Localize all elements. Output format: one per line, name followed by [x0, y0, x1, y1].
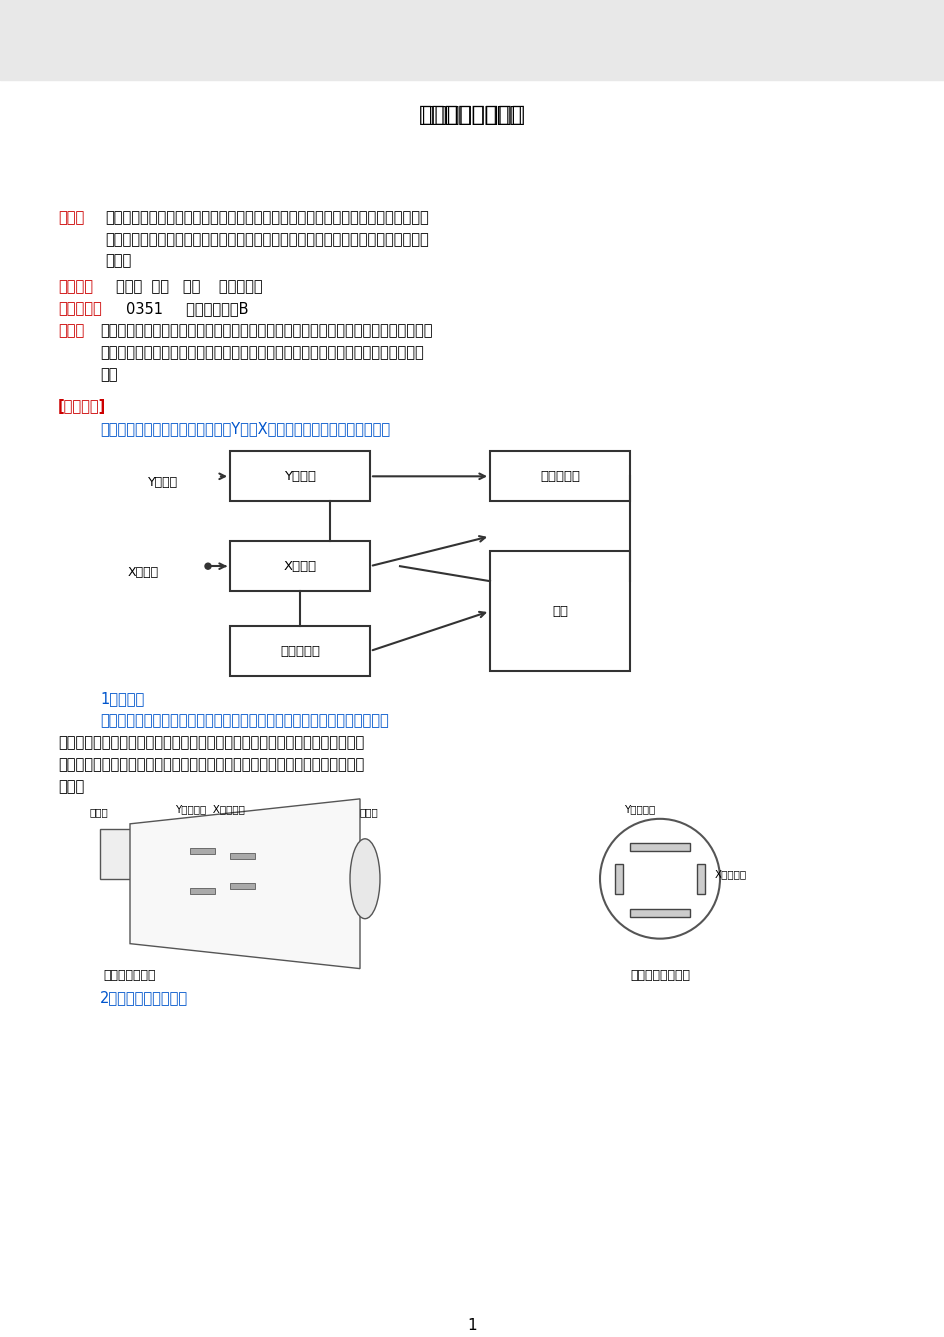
Circle shape	[599, 818, 719, 939]
Text: X轴输入: X轴输入	[127, 566, 159, 579]
Bar	[190, 888, 215, 893]
Bar	[229, 626, 370, 677]
Text: 中图分号：: 中图分号：	[58, 302, 102, 317]
Bar	[490, 452, 630, 501]
Polygon shape	[130, 798, 360, 968]
Text: [实验原理]: [实验原理]	[58, 400, 106, 414]
Text: 示波器由示波管、扫描同步系统、Y轴和X轴放大系统和电源四部分组成，: 示波器由示波管、扫描同步系统、Y轴和X轴放大系统和电源四部分组成，	[100, 421, 390, 436]
Bar	[229, 452, 370, 501]
Text: Y轴输入: Y轴输入	[148, 476, 177, 489]
Text: Y轴偏转板: Y轴偏转板	[624, 804, 655, 814]
Circle shape	[205, 563, 211, 570]
Bar	[0, 0, 944, 80]
Text: 示波器的使用探究: 示波器的使用探究	[422, 104, 521, 124]
Text: 正比。: 正比。	[58, 779, 84, 794]
Text: 引言：: 引言：	[58, 324, 84, 338]
Bar	[630, 842, 689, 850]
Text: 电子枪: 电子枪	[90, 806, 109, 817]
Text: 0351     文献标识码：B: 0351 文献标识码：B	[126, 302, 248, 317]
Text: 了解示波器显示波形的原理，了解示波器各主要组成部分及它们之间的联系和配合；: 了解示波器显示波形的原理，了解示波器各主要组成部分及它们之间的联系和配合；	[105, 210, 429, 225]
Text: 图形。: 图形。	[105, 254, 131, 269]
Bar	[100, 829, 140, 878]
Text: 熟悉使用示波器的基本方法，学会用示波器测量波形的电压幅度和频率；观察李萨如: 熟悉使用示波器的基本方法，学会用示波器测量波形的电压幅度和频率；观察李萨如	[105, 231, 429, 246]
Text: 电源: 电源	[551, 604, 567, 618]
Text: 示波器的使用探究: 示波器的使用探究	[418, 104, 525, 124]
Text: 1: 1	[466, 1318, 477, 1333]
Text: 扫描和整步: 扫描和整步	[279, 644, 320, 658]
Text: 1、示波管: 1、示波管	[100, 691, 144, 706]
Text: 电子示波管: 电子示波管	[539, 469, 580, 483]
Ellipse shape	[349, 838, 379, 919]
Text: 示波器能把抽象的看不见的周期性信号或瞬变过程，在荧光屏上描绘成具体的图像波: 示波器能把抽象的看不见的周期性信号或瞬变过程，在荧光屏上描绘成具体的图像波	[100, 345, 423, 361]
Text: X轴偏转板: X轴偏转板	[715, 869, 747, 878]
Text: 摘要：: 摘要：	[58, 210, 84, 225]
Bar	[229, 882, 255, 889]
Bar	[229, 853, 255, 858]
Bar	[697, 864, 704, 893]
Text: 如图所示，左端为一电子枪，电子枪加热后发出一束电子，电子经电场加速: 如图所示，左端为一电子枪，电子枪加热后发出一束电子，电子经电场加速	[100, 713, 388, 727]
Text: 的作用下，位置也随之改变。在一定范围内，亮点的位移与偏转板上所加电压成: 的作用下，位置也随之改变。在一定范围内，亮点的位移与偏转板上所加电压成	[58, 757, 363, 771]
Text: 荧光屏: 荧光屏	[360, 806, 379, 817]
Bar	[190, 848, 215, 854]
Text: 示波管内的偏转板: 示波管内的偏转板	[630, 968, 689, 981]
Text: 形。: 形。	[100, 368, 117, 382]
Bar	[615, 864, 622, 893]
Text: X轴放大: X轴放大	[283, 560, 316, 572]
Text: 2、扫描与同步的作用: 2、扫描与同步的作用	[100, 991, 188, 1005]
Bar	[630, 909, 689, 917]
Text: 以高速打在右端的荧光屏上，屏上的荧光物发光形成一亮点。亮点在偏转板电压: 以高速打在右端的荧光屏上，屏上的荧光物发光形成一亮点。亮点在偏转板电压	[58, 735, 363, 750]
Bar	[490, 551, 630, 671]
Text: Y轴偏转板  X轴偏转板: Y轴偏转板 X轴偏转板	[175, 804, 244, 814]
Text: 示波器  电压   波形    李萨茹图形: 示波器 电压 波形 李萨茹图形	[116, 279, 262, 294]
Bar	[229, 541, 370, 591]
Text: 示波器是一种应用极广泛的电子测量仪器，主要用它观察随时间变化的电压函数图像。: 示波器是一种应用极广泛的电子测量仪器，主要用它观察随时间变化的电压函数图像。	[100, 324, 432, 338]
Text: 关键词：: 关键词：	[58, 279, 93, 294]
Text: 示波管结构简图: 示波管结构简图	[104, 968, 156, 981]
Text: Y轴放大: Y轴放大	[284, 469, 315, 483]
